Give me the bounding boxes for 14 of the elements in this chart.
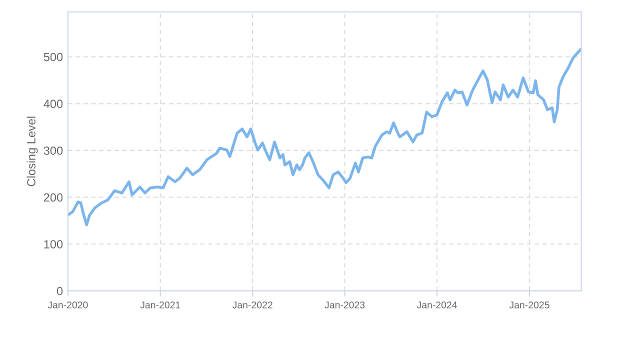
- y-tick-label: 100: [44, 240, 63, 248]
- y-tick-label: 200: [44, 193, 63, 202]
- x-tick-label: Jan-2020: [48, 302, 88, 308]
- line-series: [68, 48, 582, 226]
- y-tick-label: 400: [44, 100, 63, 108]
- y-axis-title: Closing Level: [26, 116, 38, 186]
- x-tick-label: Jan-2024: [416, 302, 457, 308]
- x-tick-label: Jan-2025: [509, 302, 550, 308]
- x-tick-label: Jan-2023: [324, 302, 365, 308]
- y-tick-label: 300: [44, 146, 63, 155]
- x-tick-label: Jan-2022: [232, 302, 272, 308]
- x-tick-label: Jan-2021: [140, 302, 180, 308]
- y-tick-label: 0: [56, 286, 63, 296]
- y-tick-label: 500: [44, 52, 63, 62]
